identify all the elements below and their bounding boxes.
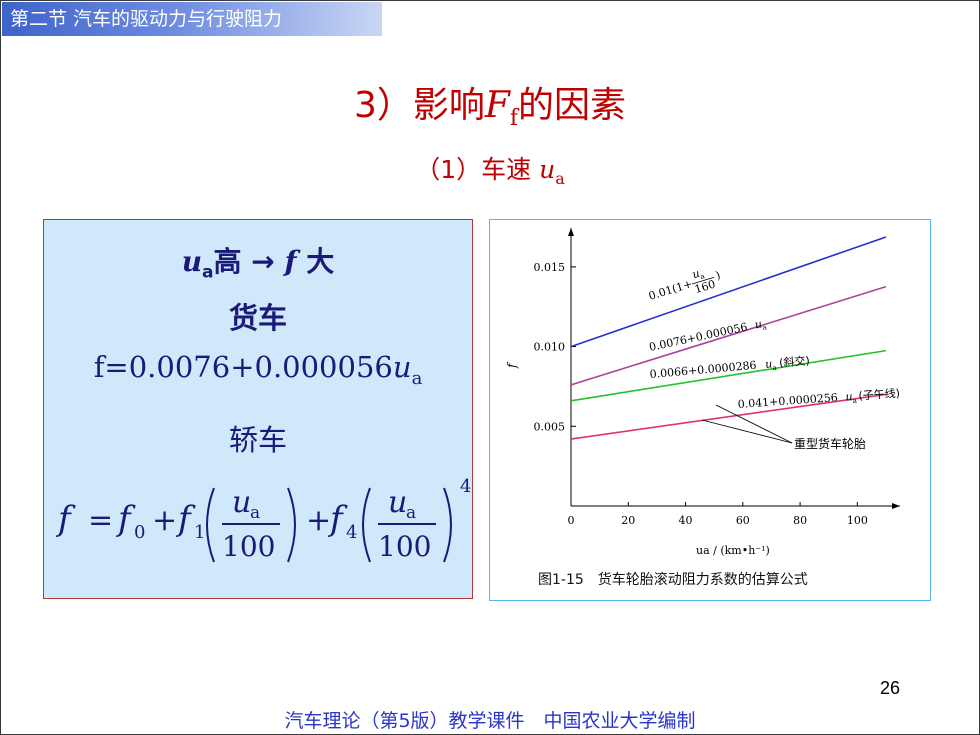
series-line — [570, 349, 887, 402]
figure-panel: 0 20 40 60 80 100 0.005 0.010 0.015 f ua / (km•h⁻¹… — [489, 219, 931, 601]
label-blue-suffix: ) — [714, 269, 722, 283]
series-line — [570, 285, 887, 386]
title-subscript: f — [509, 106, 519, 132]
title-suffix: 的因素 — [518, 85, 627, 126]
big-label: 大 — [306, 245, 335, 278]
formula-panel: ua高 → f 大 货车 f=0.0076+0.000056ua 轿车 f = … — [43, 219, 473, 599]
paren-close-1 — [287, 487, 296, 563]
formula-power: 4 — [460, 476, 471, 497]
y-tick-label: 0.005 — [534, 420, 566, 433]
y-tick-label: 0.010 — [534, 341, 566, 354]
paren-open-1 — [206, 487, 215, 563]
series-line — [570, 393, 887, 440]
figure-caption: 图1-15 货车轮胎滚动阻力系数的估算公式 — [538, 571, 808, 588]
x-tick-label: 40 — [679, 514, 693, 527]
formula-f1-sub: 1 — [194, 522, 205, 543]
chart-axes: 0 20 40 60 80 100 0.005 0.010 0.015 f ua / (km•h⁻¹… — [505, 228, 900, 557]
f-symbol: f — [274, 245, 307, 278]
formula-f0-sub: 0 — [134, 522, 145, 543]
section-tab: 第二节 汽车的驱动力与行驶阻力 — [2, 2, 382, 36]
formula-f4-sub: 4 — [346, 522, 357, 543]
page-number: 26 — [880, 678, 901, 698]
formula-plus2: + — [306, 503, 331, 538]
x-tick-label: 20 — [621, 514, 635, 527]
label-purple-sub: a — [762, 323, 768, 332]
formula-eq: = — [88, 503, 113, 538]
formula-f1: f — [175, 499, 196, 539]
x-tick-label: 80 — [793, 514, 807, 527]
formula-f4: f — [327, 499, 348, 539]
truck-formula: f=0.0076+0.000056ua — [44, 350, 472, 389]
formula-f: f — [55, 499, 76, 539]
label-purple-line: 0.0076+0.000056 u a — [648, 317, 768, 354]
x-tick-label: 0 — [568, 514, 575, 527]
label-pink-sub: a — [853, 397, 858, 405]
label-blue-line: 0.01(1+ u a 160 ) — [647, 267, 722, 303]
subtitle-symbol: u — [539, 155, 556, 184]
x-tick-label: 100 — [847, 514, 868, 527]
speed-effect-line: ua高 → f 大 — [44, 240, 472, 283]
label-green-text: 0.0066+0.0000286 — [649, 359, 757, 381]
frac1-numerator-sub: a — [250, 503, 260, 523]
rolling-resistance-chart: 0 20 40 60 80 100 0.005 0.010 0.015 f ua / (km•h⁻¹… — [505, 228, 900, 588]
label-pink-u: u — [845, 390, 853, 403]
y-axis-label: f — [505, 361, 519, 369]
speed-high-arrow: 高 → — [213, 245, 275, 278]
label-green-note: (斜交) — [779, 353, 811, 370]
paren-close-2 — [443, 487, 452, 563]
label-pink-line: 0.041+0.0000256 u a (子午线) — [737, 386, 900, 411]
car-formula: f = f 0 + f 1 u a 100 + f 4 u a 100 4 — [55, 476, 471, 563]
x-axis-arrow — [892, 503, 900, 509]
label-blue-den: 160 — [693, 278, 717, 297]
label-blue-num: u — [691, 267, 702, 282]
y-tick-label: 0.015 — [534, 261, 566, 274]
subtitle-prefix: （1）车速 — [415, 155, 540, 184]
label-blue-fraction-bar — [692, 276, 715, 285]
formula-plus1: + — [152, 503, 177, 538]
speed-subscript: a — [202, 262, 214, 283]
truck-formula-sub: a — [411, 367, 423, 389]
speed-symbol: u — [181, 245, 203, 278]
truck-label: 货车 — [228, 301, 287, 335]
frac1-numerator-u: u — [232, 485, 251, 520]
footer: 汽车理论（第5版）教学课件 中国农业大学编制 — [284, 710, 696, 732]
page-title: 3）影响Ff的因素 — [0, 76, 980, 131]
y-axis-arrow — [568, 228, 574, 236]
title-symbol: F — [484, 85, 510, 126]
frac2-numerator-sub: a — [406, 503, 416, 523]
x-tick-label: 60 — [736, 514, 750, 527]
x-axis-label: ua / (km•h⁻¹) — [696, 544, 770, 557]
label-green-u: u — [765, 357, 773, 371]
label-purple-text: 0.0076+0.000056 — [648, 320, 749, 354]
label-purple-u: u — [754, 317, 764, 331]
callout-label: 重型货车轮胎 — [794, 436, 866, 451]
frac1-denominator: 100 — [222, 530, 275, 563]
label-blue-prefix: 0.01(1+ — [647, 277, 694, 303]
label-green-line: 0.0066+0.0000286 u a (斜交) — [649, 353, 811, 381]
callout-line-2 — [701, 419, 793, 444]
series-line — [570, 236, 887, 348]
car-label: 轿车 — [228, 423, 287, 457]
title-prefix: 3）影响 — [353, 85, 485, 126]
subtitle-subscript: a — [555, 169, 565, 188]
label-blue-num-sub: a — [699, 272, 705, 281]
subtitle: （1）车速 ua — [0, 150, 980, 188]
chart-series — [570, 236, 887, 440]
formula-f0: f — [115, 499, 136, 539]
paren-open-2 — [362, 487, 371, 563]
truck-formula-u: u — [392, 350, 412, 384]
frac2-denominator: 100 — [378, 530, 431, 563]
callout-line-1 — [715, 404, 793, 444]
frac2-numerator-u: u — [388, 485, 407, 520]
truck-formula-text: f=0.0076+0.000056 — [93, 350, 393, 384]
label-pink-note: (子午线) — [858, 386, 900, 403]
label-green-sub: a — [772, 364, 777, 372]
